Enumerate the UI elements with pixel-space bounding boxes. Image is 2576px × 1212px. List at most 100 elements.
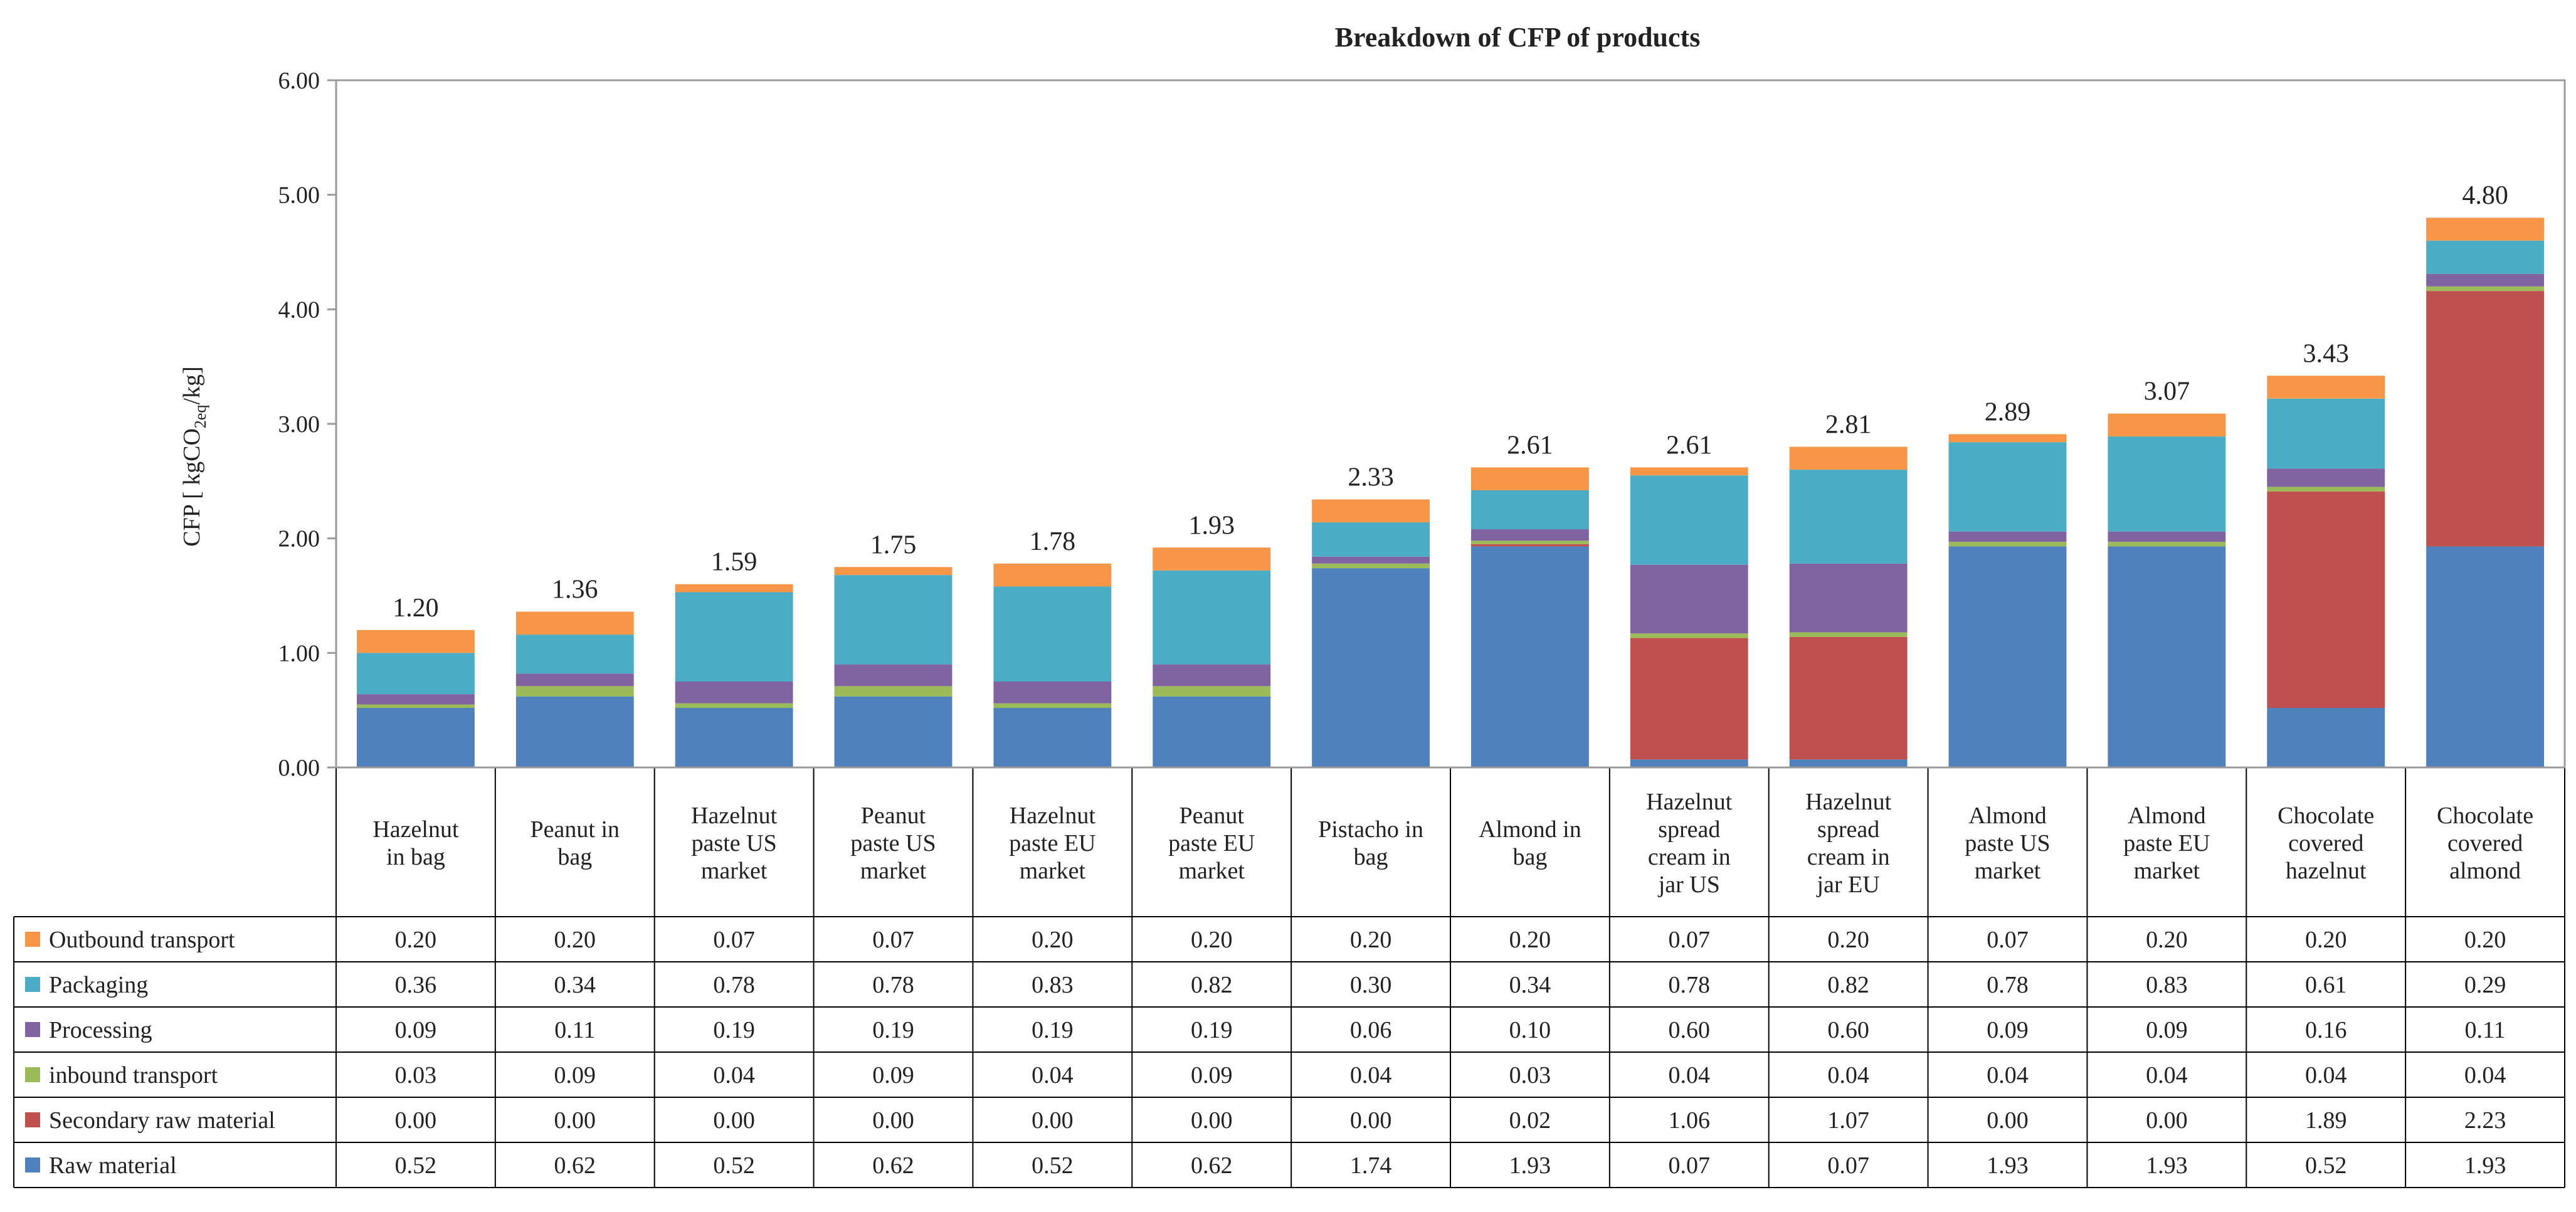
table-cell-value: 1.74 (1350, 1152, 1392, 1179)
bar-segment-outbound-transport (1471, 467, 1589, 490)
category-label-line: Peanut (861, 803, 926, 829)
table-cell-value: 0.82 (1827, 972, 1869, 998)
table-cell-value: 0.52 (1032, 1152, 1074, 1179)
bar-total-label: 1.20 (393, 594, 439, 623)
table-cell-value: 1.93 (1509, 1152, 1551, 1179)
bar-segment-inbound-transport (1630, 633, 1748, 638)
data-table: Outbound transport 0.20 0.20 0.07 0.07 0.20 0.… (25, 927, 2506, 1179)
table-cell-value: 1.93 (2146, 1152, 2188, 1179)
table-cell-value: 0.09 (1191, 1062, 1233, 1088)
bar-segment-processing (515, 673, 634, 687)
legend-swatch-raw-material (25, 1157, 40, 1172)
legend-swatch-secondary-raw-material (25, 1112, 40, 1127)
bar-segment-raw-material (1948, 546, 2067, 767)
category-label-line: Hazelnut (691, 803, 778, 829)
table-cell-value: 0.09 (2146, 1017, 2188, 1043)
category-label: Chocolate covered almond (2437, 803, 2533, 884)
total-labels: 1.20 1.36 1.59 1.75 1.78 1.93 2.33 2.61 2.61 2.81… (393, 181, 2508, 623)
bar-segment-raw-material (2108, 546, 2226, 767)
table-cell-value: 0.30 (1350, 972, 1392, 998)
table-cell-value: 0.29 (2464, 972, 2506, 998)
table-cell-value: 0.11 (2465, 1017, 2506, 1043)
bar-segment-inbound-transport (357, 704, 475, 709)
y-tick-label: 6.00 (278, 68, 320, 94)
bar-segment-outbound-transport (834, 567, 953, 576)
table-cell-value: 0.19 (713, 1017, 755, 1043)
bar-segment-raw-material (515, 696, 634, 767)
table-cell-value: 0.09 (554, 1062, 596, 1088)
bar-total-label: 3.07 (2144, 377, 2190, 406)
category-label-line: paste US (692, 830, 777, 856)
category-label-line: Peanut (1179, 803, 1244, 829)
category-label-line: Hazelnut (1646, 789, 1733, 815)
category-label-line: Chocolate (2278, 803, 2374, 829)
y-tick-label: 2.00 (278, 526, 320, 552)
legend-label-secondary-raw-material: Secondary raw material (49, 1107, 275, 1134)
category-label-line: Hazelnut (1010, 803, 1096, 829)
legend-label-raw-material: Raw material (49, 1152, 177, 1179)
table-cell-value: 0.04 (1032, 1062, 1074, 1088)
bar-total-label: 1.93 (1188, 511, 1235, 540)
category-label: Pistacho in bag (1318, 816, 1423, 870)
bar-segment-processing (1630, 564, 1748, 634)
table-cell-value: 0.07 (1669, 1152, 1711, 1179)
y-tick-label: 3.00 (278, 411, 320, 438)
bar-segment-raw-material (1471, 546, 1589, 767)
table-cell-value: 0.78 (1987, 972, 2029, 998)
bar-segment-inbound-transport (834, 686, 953, 697)
bar-segment-raw-material (834, 696, 953, 767)
table-cell-value: 0.34 (1509, 972, 1551, 998)
bar-segment-raw-material (993, 708, 1112, 767)
bar-segment-inbound-transport (2426, 286, 2544, 292)
bar-segment-processing (1789, 563, 1908, 633)
bar-segment-packaging (1153, 570, 1271, 665)
bar-segment-inbound-transport (515, 686, 634, 697)
table-cell-value: 0.04 (713, 1062, 755, 1088)
y-tick-label: 1.00 (278, 640, 320, 667)
y-tick-label: 4.00 (278, 297, 320, 323)
table-cell-value: 0.07 (1827, 1152, 1869, 1179)
category-label-line: in bag (386, 844, 445, 870)
category-label-line: covered (2447, 830, 2523, 856)
bar-segment-inbound-transport (1789, 632, 1908, 637)
bar-segment-inbound-transport (675, 703, 793, 709)
bar-segment-secondary-raw-material (1471, 544, 1589, 547)
table-cell-value: 0.00 (1987, 1107, 2029, 1134)
table-cell-value: 0.61 (2305, 972, 2347, 998)
bar-segment-raw-material (1153, 696, 1271, 767)
bar-segment-packaging (1471, 490, 1589, 530)
bar-segment-packaging (993, 586, 1112, 682)
category-label: Almond in bag (1479, 816, 1581, 870)
table-cell-value: 0.20 (1350, 927, 1392, 953)
table-cell-value: 0.04 (2146, 1062, 2188, 1088)
table-cell-value: 0.62 (872, 1152, 914, 1179)
bar-segment-outbound-transport (1153, 547, 1271, 571)
category-label-line: almond (2449, 858, 2521, 884)
bar-segment-processing (993, 682, 1112, 703)
category-label: Chocolate covered hazelnut (2278, 803, 2374, 884)
table-cell-value: 0.06 (1350, 1017, 1392, 1043)
legend-label-packaging: Packaging (49, 972, 148, 998)
table-cell-value: 0.03 (1509, 1062, 1551, 1088)
table-cell-value: 0.34 (554, 972, 596, 998)
table-cell-value: 0.16 (2305, 1017, 2347, 1043)
category-label-line: jar US (1657, 872, 1720, 898)
table-cell-value: 0.00 (2146, 1107, 2188, 1134)
table-cell-value: 0.07 (1669, 927, 1711, 953)
y-axis-label-subscript: 2eq (191, 405, 209, 429)
bar-segment-inbound-transport (1471, 540, 1589, 544)
bar-segment-raw-material (2267, 708, 2385, 767)
category-label-line: spread (1658, 816, 1720, 843)
bar-segment-packaging (834, 575, 953, 665)
legend-swatch-packaging (25, 977, 40, 992)
table-cell-value: 0.04 (1350, 1062, 1392, 1088)
category-label: Almond paste US market (1965, 803, 2050, 884)
table-cell-value: 0.04 (2305, 1062, 2347, 1088)
table-cell-value: 0.60 (1827, 1017, 1869, 1043)
bar-segment-packaging (1789, 470, 1908, 564)
bar-segment-packaging (1948, 442, 2067, 532)
bar-total-label: 1.75 (870, 530, 917, 559)
bar-segment-packaging (1312, 522, 1430, 557)
table-cell-value: 0.19 (1191, 1017, 1233, 1043)
category-label: Hazelnut paste US market (691, 803, 778, 884)
